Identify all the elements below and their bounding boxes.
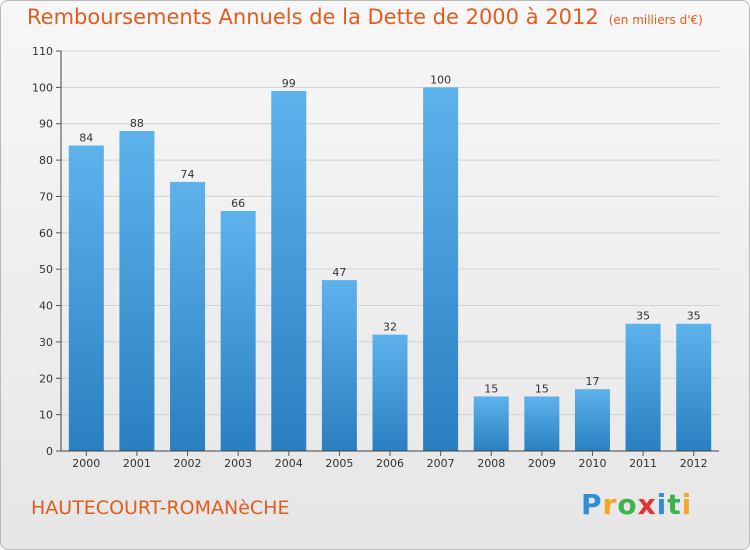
bar	[170, 181, 206, 451]
y-tick-label: 30	[39, 336, 53, 349]
bar	[321, 280, 357, 451]
logo-letter: i	[681, 488, 693, 521]
bar	[625, 323, 661, 451]
bar	[574, 389, 610, 451]
x-tick-label: 2002	[174, 457, 202, 470]
logo-letter: o	[617, 488, 638, 521]
chart-title-text: Remboursements Annuels de la Dette de 20…	[27, 5, 599, 29]
x-tick-label: 2009	[528, 457, 556, 470]
data-label: 66	[231, 197, 245, 210]
logo-letter: x	[637, 488, 657, 521]
bar	[119, 131, 155, 451]
x-tick-label: 2001	[123, 457, 151, 470]
data-label: 99	[282, 77, 296, 90]
y-tick-label: 110	[32, 45, 53, 58]
bar	[524, 396, 560, 451]
x-tick-label: 2008	[477, 457, 505, 470]
proxiti-logo: Proxiti	[581, 488, 692, 521]
bar	[372, 334, 408, 451]
data-label: 35	[636, 310, 650, 323]
y-tick-label: 70	[39, 190, 53, 203]
logo-letter: t	[667, 488, 682, 521]
x-tick-label: 2012	[680, 457, 708, 470]
logo-letter: r	[602, 488, 618, 521]
x-tick-label: 2006	[376, 457, 404, 470]
x-tick-label: 2010	[578, 457, 606, 470]
data-label: 100	[430, 73, 451, 86]
chart-title: Remboursements Annuels de la Dette de 20…	[27, 5, 703, 29]
x-tick-label: 2007	[427, 457, 455, 470]
commune-name: HAUTECOURT-ROMANèCHE	[31, 497, 290, 519]
bar	[423, 87, 459, 451]
data-label: 47	[332, 266, 346, 279]
y-tick-label: 20	[39, 372, 53, 385]
data-label: 35	[687, 310, 701, 323]
data-label: 32	[383, 321, 397, 334]
bar	[473, 396, 509, 451]
bar	[271, 91, 307, 451]
bar	[68, 145, 104, 451]
logo-letter: i	[656, 488, 668, 521]
y-tick-label: 80	[39, 154, 53, 167]
bar	[220, 211, 256, 451]
data-label: 74	[181, 168, 195, 181]
data-label: 15	[535, 382, 549, 395]
logo-letter: P	[581, 488, 603, 521]
x-tick-label: 2004	[275, 457, 303, 470]
x-tick-label: 2011	[629, 457, 657, 470]
y-tick-label: 50	[39, 263, 53, 276]
y-tick-label: 100	[32, 81, 53, 94]
data-label: 17	[585, 375, 599, 388]
x-tick-label: 2000	[72, 457, 100, 470]
bars: 84 88 74 66 99 47 32 100 15 15 17 35 35	[68, 73, 712, 451]
bar	[676, 323, 712, 451]
x-tick-label: 2005	[325, 457, 353, 470]
x-tick-label: 2003	[224, 457, 252, 470]
y-tick-label: 90	[39, 118, 53, 131]
y-tick-label: 10	[39, 409, 53, 422]
data-label: 88	[130, 117, 144, 130]
data-label: 84	[79, 132, 93, 145]
y-tick-label: 0	[46, 445, 53, 458]
x-axis: 2000 2001 2002 2003 2004 2005 2006 2007 2008 2009…	[61, 450, 719, 470]
chart-subtitle: (en milliers d'€)	[608, 13, 703, 27]
y-tick-label: 60	[39, 227, 53, 240]
y-tick-label: 40	[39, 300, 53, 313]
y-axis: 0 10 20 30 40 50 60 70 80 90 100 110	[32, 45, 62, 458]
data-label: 15	[484, 382, 498, 395]
